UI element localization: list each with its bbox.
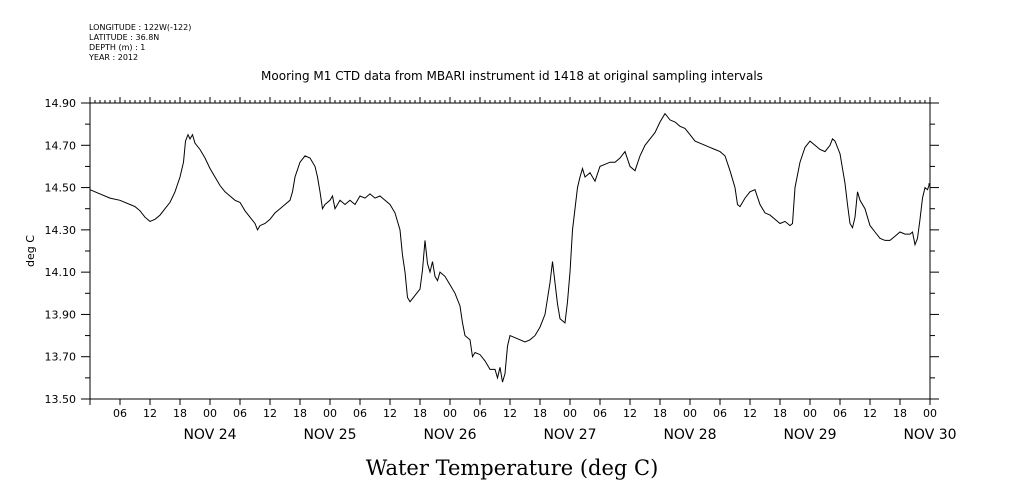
x-tick-label: 06: [713, 407, 727, 420]
x-tick-label: 00: [923, 407, 937, 420]
y-tick-label: 14.30: [45, 224, 77, 237]
x-tick-label: 00: [683, 407, 697, 420]
y-tick-label: 14.90: [45, 97, 77, 110]
y-tick-label: 13.90: [45, 308, 77, 321]
y-axis-label: deg C: [24, 235, 37, 267]
x-tick-label: 06: [593, 407, 607, 420]
day-label: NOV 27: [543, 427, 596, 443]
x-tick-label: 06: [233, 407, 247, 420]
x-tick-label: 00: [443, 407, 457, 420]
x-tick-label: 06: [353, 407, 367, 420]
meta-latitude: LATITUDE : 36.8N: [89, 33, 159, 42]
x-tick-label: 18: [293, 407, 307, 420]
x-tick-label: 06: [473, 407, 487, 420]
y-axis-ticks: [81, 102, 939, 400]
day-label: NOV 26: [423, 427, 476, 443]
x-tick-label: 12: [143, 407, 157, 420]
meta-longitude: LONGITUDE : 122W(-122): [89, 23, 191, 32]
x-tick-label: 12: [863, 407, 877, 420]
x-tick-label: 12: [263, 407, 277, 420]
plot-frame: [89, 102, 931, 400]
day-label: NOV 24: [183, 427, 236, 443]
y-tick-label: 13.70: [45, 351, 77, 364]
x-tick-label: 12: [383, 407, 397, 420]
x-tick-label: 18: [413, 407, 427, 420]
y-axis-labels: 13.50 13.70 13.90 14.10 14.30 14.50 14.70 14.90: [45, 97, 77, 406]
x-tick-label: 00: [803, 407, 817, 420]
meta-depth: DEPTH (m) : 1: [89, 43, 145, 52]
x-tick-label: 18: [533, 407, 547, 420]
day-label: NOV 28: [663, 427, 716, 443]
x-tick-label: 12: [503, 407, 517, 420]
x-tick-label: 18: [173, 407, 187, 420]
x-axis-ticks: [89, 97, 931, 405]
day-label: NOV 30: [903, 427, 956, 443]
day-label: NOV 29: [783, 427, 836, 443]
y-tick-label: 14.70: [45, 139, 77, 152]
x-tick-label: 18: [653, 407, 667, 420]
day-label: NOV 25: [303, 427, 356, 443]
y-tick-label: 14.50: [45, 182, 77, 195]
x-tick-label: 18: [773, 407, 787, 420]
x-axis-labels: 06 12 18 00 06 12 18 00 06 12 18 00 06 12 18 00 06 12 18 00…: [113, 407, 937, 420]
day-labels: NOV 24 NOV 25 NOV 26 NOV 27 NOV 28 NOV 29 NOV …: [183, 427, 956, 443]
y-tick-label: 14.10: [45, 266, 77, 279]
x-tick-label: 06: [833, 407, 847, 420]
series-line-water-temperature: [89, 112, 930, 383]
chart-title: Mooring M1 CTD data from MBARI instrumen…: [261, 69, 763, 83]
x-tick-label: 12: [623, 407, 637, 420]
x-tick-label: 00: [203, 407, 217, 420]
x-tick-label: 06: [113, 407, 127, 420]
meta-year: YEAR : 2012: [88, 53, 138, 62]
x-tick-label: 00: [323, 407, 337, 420]
x-tick-label: 18: [893, 407, 907, 420]
x-tick-label: 00: [563, 407, 577, 420]
x-axis-label: Water Temperature (deg C): [366, 456, 659, 480]
x-tick-label: 12: [743, 407, 757, 420]
y-tick-label: 13.50: [45, 393, 77, 406]
metadata-block: LONGITUDE : 122W(-122) LATITUDE : 36.8N …: [88, 23, 191, 62]
